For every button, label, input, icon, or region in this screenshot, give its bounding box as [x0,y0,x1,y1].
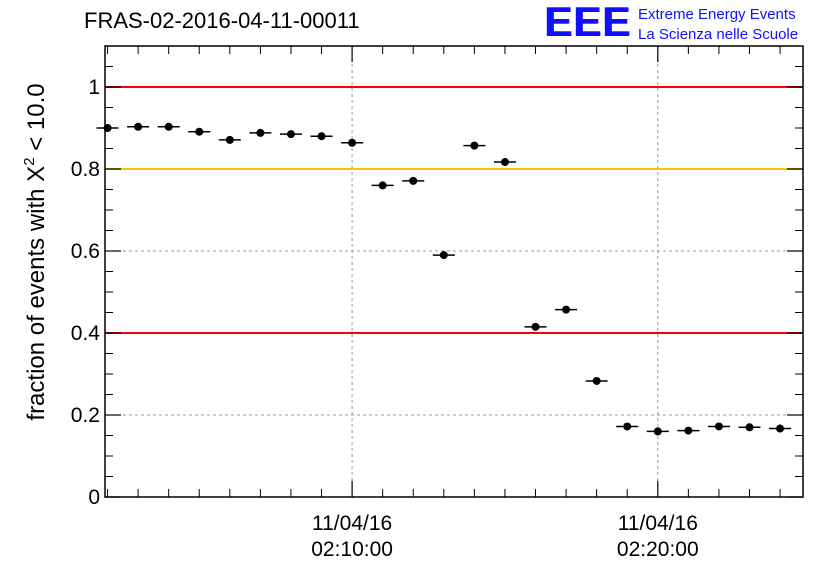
data-point [225,135,234,144]
data-point [256,128,265,137]
y-tick-label: 0.6 [71,240,100,263]
data-point [134,122,143,131]
logo-line-2: La Scienza nelle Scuole [638,26,799,43]
y-axis-label-sup: 2 [21,157,38,166]
data-point [103,124,112,132]
data-point [653,427,662,436]
eee-logo-mark: EEE [544,0,632,45]
data-point [439,251,448,260]
data-point [714,422,723,431]
y-tick-label: 0.2 [71,404,100,427]
x-tick-label-time: 02:20:00 [617,538,699,561]
chart-title: FRAS-02-2016-04-11-00011 [84,8,360,33]
x-tick-label-time: 02:10:00 [311,538,393,561]
data-point [684,426,693,435]
x-tick-label-date: 11/04/16 [618,512,698,535]
plot-frame [104,45,804,498]
data-point [348,138,357,147]
data-point [195,127,204,136]
data-point [409,176,418,185]
eee-logo: EEE Extreme Energy Events La Scienza nel… [544,0,830,46]
data-point [531,322,540,331]
y-tick-label: 1 [88,76,100,99]
data-point [592,376,601,385]
x-tick-label-date: 11/04/16 [312,512,392,535]
y-tick-label: 0.8 [71,158,100,181]
data-point [745,423,754,432]
y-tick-label: 0 [88,486,100,509]
y-axis-label-symbol: X [23,165,50,182]
data-point [317,132,326,141]
data-point [500,158,509,167]
data-point [776,424,785,433]
logo-line-1: Extreme Energy Events [638,6,796,23]
data-point [470,141,479,150]
data-point [164,122,173,131]
y-tick-label: 0.4 [71,322,101,345]
y-axis-label: fraction of events with X2 < 10.0 [21,83,51,420]
y-axis-label-suffix: < 10.0 [23,83,50,158]
data-point [286,130,295,139]
y-axis-label-prefix: fraction of events with [23,181,50,421]
data-point [562,305,571,314]
data-point [378,181,387,190]
data-point [623,422,632,431]
